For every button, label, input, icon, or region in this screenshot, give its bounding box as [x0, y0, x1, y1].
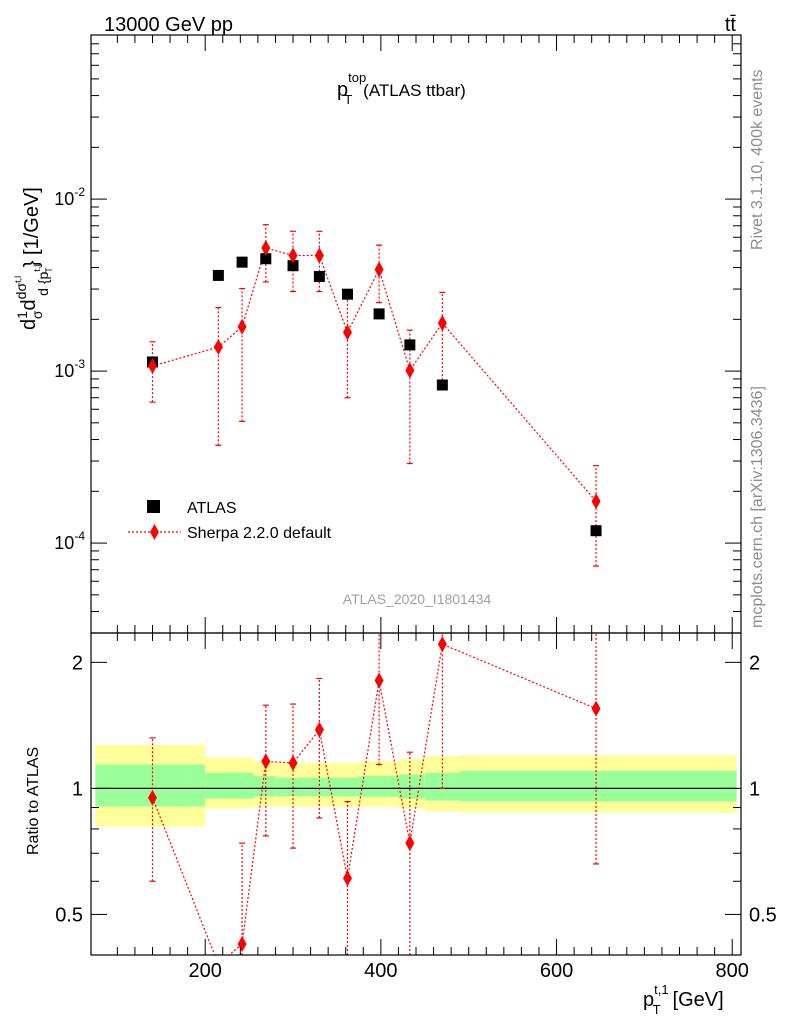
- legend-sherpa-label: Sherpa 2.2.0 default: [187, 525, 332, 542]
- ratio-inner-band: [310, 777, 333, 797]
- ratio-axes-layer: 0.5 0.5 1 1 2 2 200 400 600 800: [55, 632, 777, 982]
- ratio-inner-band: [398, 774, 425, 799]
- ratio-inner-band: [253, 776, 276, 797]
- legend-sherpa-marker: [150, 524, 159, 540]
- ratio-y-tick-label-left: 0.5: [55, 904, 83, 926]
- x-tick-label: 800: [716, 960, 749, 982]
- ratio-point: [342, 870, 352, 887]
- atlas-point: [260, 253, 272, 265]
- atlas-point: [373, 308, 385, 320]
- ratio-point: [405, 835, 415, 852]
- ratio-y-tick-label-right: 0.5: [749, 904, 777, 926]
- main-frame: [90, 34, 742, 634]
- sherpa-point: [374, 261, 384, 278]
- ratio-point: [314, 721, 324, 738]
- ratio-point: [288, 754, 298, 771]
- title-p: p: [337, 79, 348, 101]
- chart-title: ptop T (ATLAS ttbar): [337, 70, 466, 107]
- ratio-marks-layer: [147, 633, 601, 955]
- sherpa-point: [405, 362, 415, 379]
- legend-atlas-marker: [147, 500, 160, 513]
- ratio-point: [374, 672, 384, 689]
- ratio-y-tick-label-right: 2: [749, 652, 760, 674]
- analysis-label: ATLAS_2020_I1801434: [343, 591, 492, 607]
- ratio-y-tick-label-left: 1: [72, 778, 83, 800]
- sherpa-point: [314, 247, 324, 264]
- atlas-point: [404, 339, 416, 351]
- rivet-version-label: Rivet 3.1.10, 400k events: [749, 69, 766, 250]
- y-tick-label: 10-3: [54, 357, 85, 381]
- sherpa-point: [213, 339, 223, 356]
- svg-text:d1σddσt,ld {pt,lT} [1/GeV]: d1σddσt,l d {pt,l T} [1/GeV]: [13, 187, 54, 330]
- ratio-point: [237, 935, 247, 952]
- sherpa-point: [237, 318, 247, 335]
- atlas-point: [590, 525, 602, 537]
- ratio-point: [437, 636, 447, 653]
- y-axis-label: d1σddσt,l d {pt,l T} [1/GeV]: [13, 187, 54, 330]
- y-tick-label: 10-2: [54, 185, 85, 209]
- main-marks-layer: [146, 224, 602, 567]
- sherpa-point: [147, 358, 157, 375]
- x-tick-label: 400: [364, 960, 397, 982]
- ratio-inner-band: [358, 776, 399, 797]
- process-label: tt̄: [725, 14, 737, 36]
- title-sup: top: [348, 70, 366, 85]
- sherpa-point: [261, 239, 271, 256]
- ratio-point: [261, 753, 271, 770]
- sherpa-point: [342, 324, 352, 341]
- atlas-point: [236, 256, 248, 268]
- ratio-y-tick-label-left: 2: [72, 652, 83, 674]
- x-tick-label: 600: [540, 960, 573, 982]
- energy-label: 13000 GeV pp: [104, 14, 233, 36]
- atlas-point: [212, 269, 224, 281]
- atlas-point: [287, 260, 299, 272]
- x-axis-label: pt,1 T [GeV]: [643, 982, 724, 1017]
- sherpa-line: [152, 247, 597, 502]
- ratio-point: [147, 789, 157, 806]
- atlas-point: [436, 379, 448, 391]
- ratio-bands-layer: [95, 744, 737, 827]
- atlas-point: [313, 270, 325, 282]
- ratio-y-tick-label-right: 1: [749, 778, 760, 800]
- x-tick-label: 200: [189, 960, 222, 982]
- sherpa-point: [591, 493, 601, 510]
- sherpa-point: [288, 247, 298, 264]
- main-axes-layer: 10-4 10-3 10-2: [54, 34, 742, 634]
- ratio-clipped-group: [147, 633, 601, 955]
- title-rest: (ATLAS ttbar): [363, 81, 466, 100]
- title-sub: T: [344, 92, 352, 107]
- ratio-inner-band: [459, 771, 737, 802]
- ratio-point: [591, 700, 601, 717]
- sherpa-point: [437, 315, 447, 332]
- ratio-inner-band: [205, 772, 254, 799]
- y-tick-label: 10-4: [54, 529, 85, 553]
- ratio-inner-band: [332, 777, 359, 797]
- atlas-point: [341, 288, 353, 300]
- mcplots-label: mcplots.cern.ch [arXiv:1306.3436]: [749, 386, 766, 628]
- ratio-y-label: Ratio to ATLAS: [25, 747, 42, 855]
- legend: ATLAS Sherpa 2.2.0 default: [128, 500, 332, 542]
- legend-atlas-label: ATLAS: [187, 500, 237, 517]
